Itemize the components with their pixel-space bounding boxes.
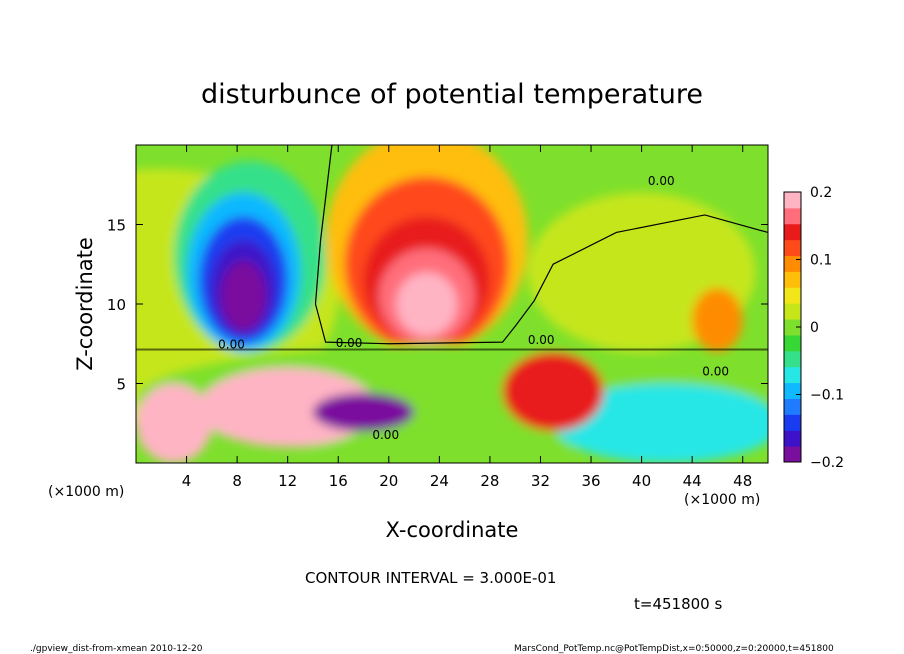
contour-label: 0.00 bbox=[702, 365, 729, 379]
colorbar-swatch bbox=[784, 319, 801, 336]
contour-label: 0.00 bbox=[648, 174, 675, 188]
field-region bbox=[312, 393, 415, 432]
y-tick-label: 10 bbox=[107, 296, 126, 314]
colorbar-tick-label: 0.1 bbox=[810, 253, 832, 269]
contour-label: 0.00 bbox=[372, 428, 399, 442]
x-tick-label: 32 bbox=[531, 472, 550, 490]
x-tick-label: 28 bbox=[480, 472, 499, 490]
x-tick-label: 8 bbox=[232, 472, 242, 490]
zero-contour bbox=[314, 145, 768, 345]
colorbar-swatch bbox=[784, 223, 801, 241]
colorbar-tick-label: −0.1 bbox=[810, 388, 844, 404]
y-axis: 5 10 15 bbox=[107, 217, 768, 394]
time-label: t=451800 s bbox=[634, 595, 722, 613]
colorbar-swatch bbox=[784, 382, 801, 399]
colorbar-swatch bbox=[784, 271, 801, 288]
field-region bbox=[136, 383, 212, 463]
inversion-line bbox=[136, 348, 768, 351]
colorbar-swatch bbox=[784, 255, 801, 272]
x-unit-left: (×1000 m) bbox=[48, 484, 124, 500]
colorbar-swatch bbox=[784, 414, 801, 431]
footer-left: ./gpview_dist-from-xmean 2010-12-20 bbox=[30, 644, 203, 654]
x-tick-label: 20 bbox=[379, 472, 398, 490]
colorbar-swatch bbox=[784, 303, 801, 320]
contour-label: 0.00 bbox=[528, 333, 555, 347]
colorbar-swatch bbox=[784, 398, 801, 415]
chart-title: disturbunce of potential temperature bbox=[201, 79, 703, 110]
colorbar-swatch bbox=[784, 430, 801, 447]
field-region bbox=[396, 272, 458, 336]
field-region bbox=[553, 383, 768, 463]
x-tick-label: 16 bbox=[329, 472, 348, 490]
colorbar-swatch bbox=[784, 287, 801, 304]
heatmap-field: 0.00 0.00 0.00 0.00 0.00 0.00 bbox=[136, 145, 768, 463]
x-tick-label: 24 bbox=[430, 472, 449, 490]
x-tick-label: 4 bbox=[182, 472, 192, 490]
field-region bbox=[692, 288, 743, 352]
contour-label: 0.00 bbox=[218, 338, 245, 352]
colorbar-swatch bbox=[784, 192, 801, 209]
x-axis: 4 8 12 16 20 24 28 32 36 40 44 48 bbox=[182, 145, 752, 490]
y-tick-label: 15 bbox=[107, 217, 126, 235]
footer-right: MarsCond_PotTemp.nc@PotTempDist,x=0:5000… bbox=[514, 644, 834, 654]
y-axis-label: Z-coordinate bbox=[73, 237, 97, 371]
field-region bbox=[199, 367, 377, 448]
contour-label: 0.00 bbox=[336, 336, 363, 350]
x-axis-label: X-coordinate bbox=[386, 518, 519, 542]
colorbar-swatch bbox=[784, 366, 801, 384]
field-region bbox=[502, 351, 604, 432]
colorbar-ticks: 0.2 0.1 0 −0.1 −0.2 bbox=[796, 185, 844, 471]
colorbar-swatch bbox=[784, 239, 801, 257]
x-tick-label: 36 bbox=[581, 472, 600, 490]
colorbar-tick-label: 0.2 bbox=[810, 185, 832, 201]
x-tick-label: 44 bbox=[683, 472, 702, 490]
colorbar-tick-label: −0.2 bbox=[810, 455, 844, 471]
y-tick-label: 5 bbox=[116, 376, 126, 394]
contour-interval-text: CONTOUR INTERVAL = 3.000E-01 bbox=[305, 569, 556, 587]
x-tick-label: 48 bbox=[733, 472, 752, 490]
x-unit-right: (×1000 m) bbox=[684, 492, 760, 508]
field-region bbox=[220, 261, 267, 332]
colorbar-swatch bbox=[784, 207, 801, 225]
colorbar-swatch bbox=[784, 334, 801, 352]
x-tick-label: 40 bbox=[632, 472, 651, 490]
x-tick-label: 12 bbox=[278, 472, 297, 490]
colorbar-swatch bbox=[784, 350, 801, 368]
colorbar-tick-label: 0 bbox=[810, 320, 819, 336]
colorbar-swatch bbox=[784, 446, 801, 463]
